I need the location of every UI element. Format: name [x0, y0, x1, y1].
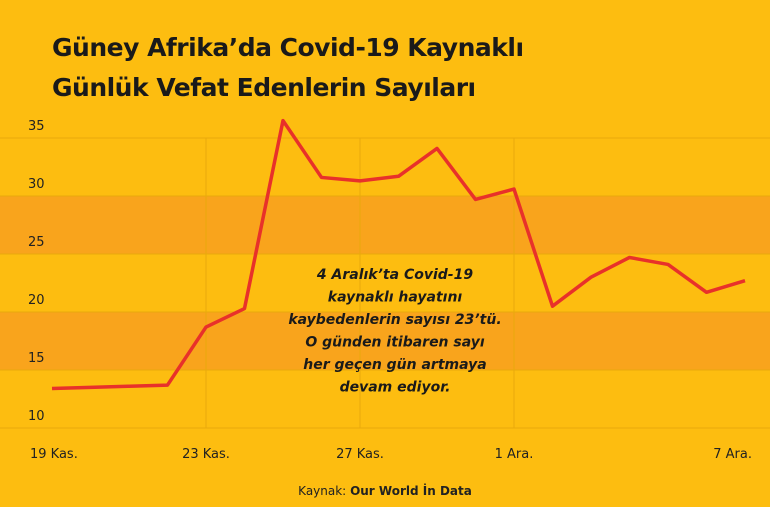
chart-title: Güney Afrika’da Covid-19 Kaynaklı: [52, 33, 524, 62]
y-tick-label: 15: [28, 351, 45, 366]
y-tick-label: 30: [28, 177, 45, 192]
x-tick-label: 1 Ara.: [495, 447, 534, 462]
band: [0, 196, 770, 254]
source-name: Our World İn Data: [350, 483, 472, 498]
y-tick-label: 35: [28, 119, 45, 134]
y-tick-label: 10: [28, 409, 45, 424]
source: Kaynak: Our World İn Data: [298, 483, 472, 498]
annotation: her geçen gün artmaya: [303, 357, 486, 373]
source-label: Kaynak:: [298, 484, 346, 498]
x-tick-label: 7 Ara.: [713, 447, 752, 462]
annotation: kaybedenlerin sayısı 23’tü.: [288, 312, 501, 328]
chart-title: Günlük Vefat Edenlerin Sayıları: [52, 73, 476, 102]
annotation: 4 Aralık’ta Covid-19: [316, 267, 473, 283]
data-line: [51, 118, 746, 391]
y-tick-label: 20: [28, 293, 45, 308]
annotation: devam ediyor.: [340, 380, 451, 396]
annotation: kaynaklı hayatını: [328, 290, 463, 306]
annotation: O günden itibaren sayı: [305, 335, 485, 351]
band: [0, 312, 770, 370]
y-tick-label: 25: [28, 235, 45, 250]
x-tick-label: 19 Kas.: [30, 447, 78, 462]
x-tick-label: 23 Kas.: [182, 447, 230, 462]
x-tick-label: 27 Kas.: [336, 447, 384, 462]
